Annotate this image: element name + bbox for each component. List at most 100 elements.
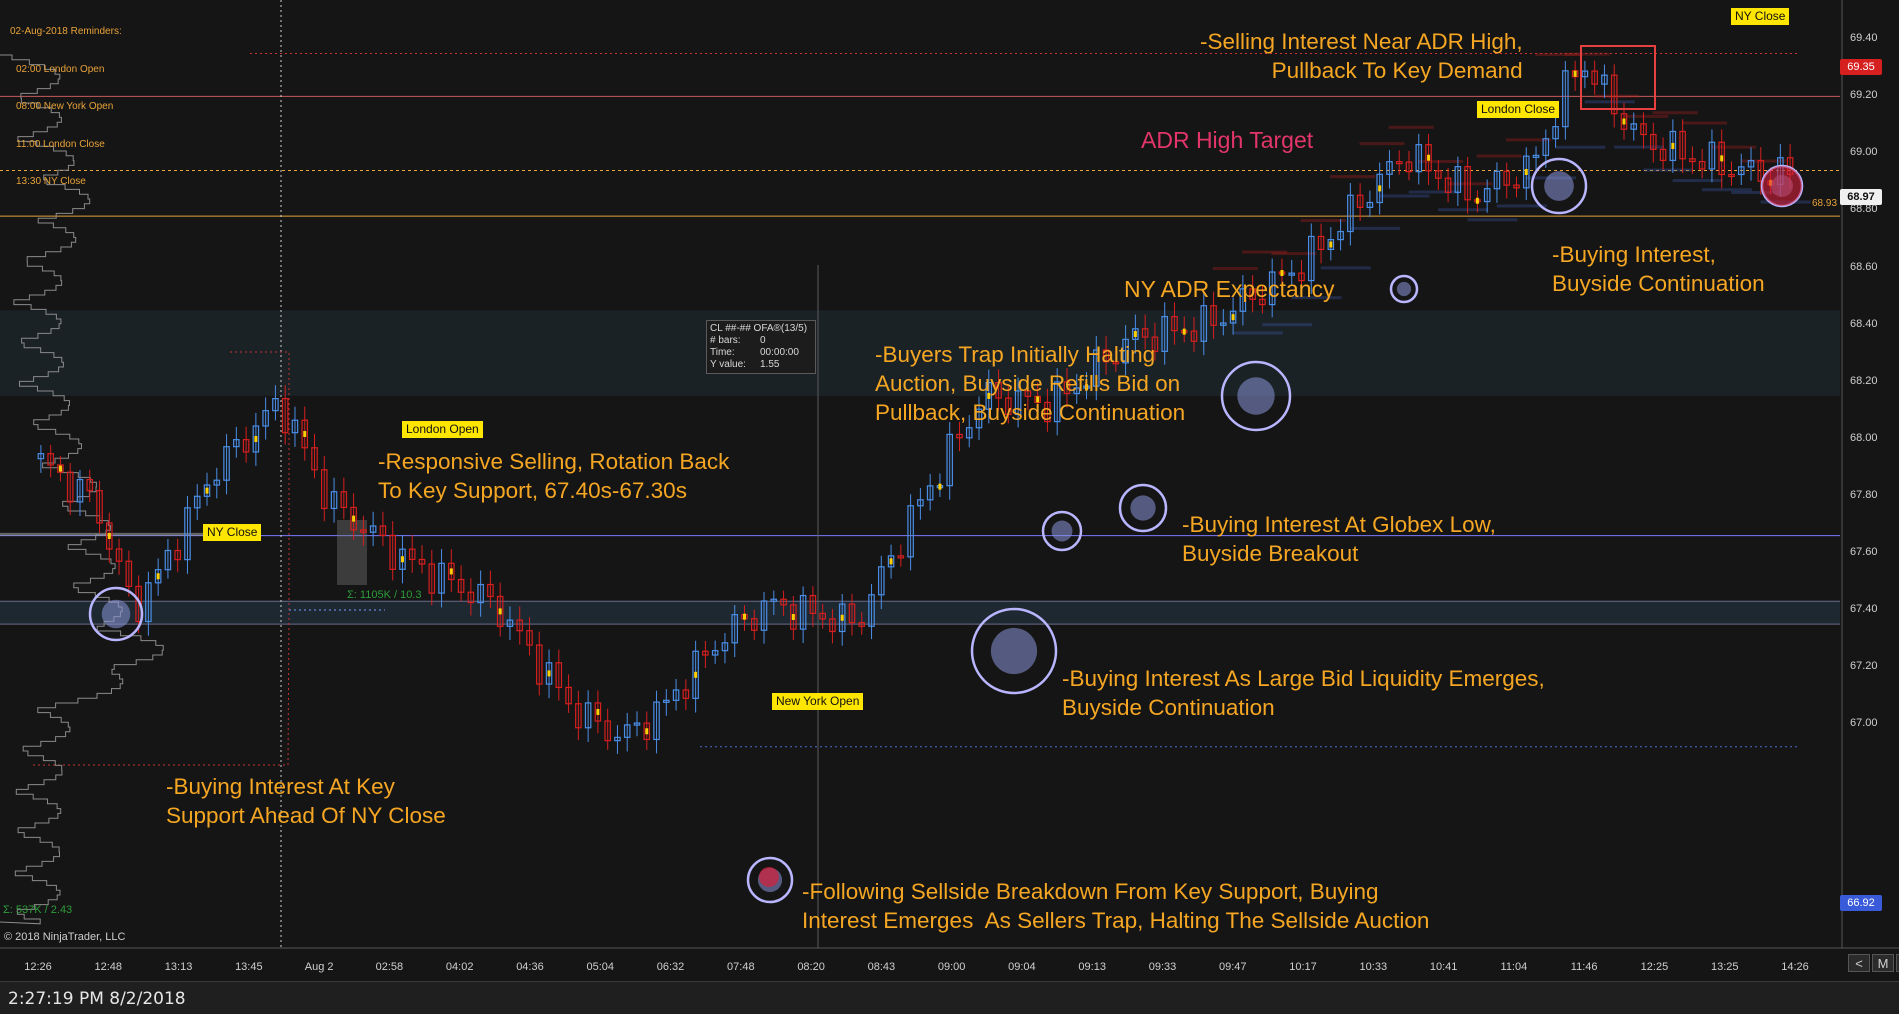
candle-body: [1610, 74, 1618, 115]
candle-marker: [742, 613, 746, 620]
time-tick-label: 13:13: [164, 961, 193, 973]
data-box-key: Y value:: [710, 359, 746, 370]
candle-body: [1620, 113, 1628, 130]
liquidity-bid: [1408, 190, 1459, 194]
liquidity-ask: [1418, 159, 1464, 163]
mode-button[interactable]: M: [1872, 954, 1894, 972]
reminder-item: 08:00 New York Open: [16, 101, 114, 112]
candle: [692, 640, 699, 713]
candle-marker: [1280, 270, 1284, 277]
price-chart[interactable]: [0, 0, 1899, 981]
candle-marker: [596, 708, 600, 715]
candle-body: [1386, 161, 1393, 175]
axes: [0, 0, 1899, 949]
profile-total-label: Σ: 537K / 2.43: [3, 904, 73, 916]
candle-body: [106, 522, 113, 550]
candle: [379, 511, 387, 547]
candle-marker: [987, 392, 991, 399]
candle: [878, 555, 885, 610]
candle: [887, 544, 895, 579]
candle: [360, 515, 367, 546]
candle: [663, 689, 670, 716]
price-tick-label: 69.40: [1850, 32, 1878, 45]
candle: [594, 690, 602, 734]
candle-body: [1268, 271, 1276, 306]
time-tick-label: 04:36: [516, 961, 544, 973]
highlight-fill: [1130, 495, 1156, 521]
price-tick-label: 68.00: [1850, 431, 1878, 444]
candle-body: [66, 471, 74, 503]
candle: [1640, 112, 1647, 149]
candle-body: [731, 614, 739, 644]
price-tick-label: 67.40: [1850, 602, 1878, 615]
candle-marker: [1231, 314, 1235, 321]
candle-body: [1395, 161, 1403, 165]
highlight-circle: [746, 856, 794, 904]
highlight-fill: [1051, 520, 1073, 542]
candle-body: [1591, 70, 1598, 85]
candle: [780, 590, 787, 616]
candle-body: [516, 619, 524, 632]
candle: [115, 538, 123, 575]
candle-body: [320, 469, 328, 510]
candle: [868, 584, 875, 640]
time-tick-label: 11:04: [1500, 961, 1528, 973]
candle-body: [1141, 328, 1149, 338]
candle: [1513, 176, 1520, 198]
candle-body: [1053, 381, 1061, 423]
candle: [1464, 156, 1471, 214]
scroll-next-button[interactable]: >: [1896, 954, 1899, 972]
candle-body: [1132, 328, 1139, 340]
candle: [721, 632, 729, 664]
candle-body: [311, 447, 318, 471]
candle-marker: [1622, 118, 1626, 125]
candle-body: [487, 583, 494, 598]
candle: [711, 640, 719, 664]
time-tick-label: 12:25: [1640, 961, 1669, 973]
price-tick-label: 69.00: [1850, 146, 1878, 159]
candle-marker: [1671, 142, 1675, 149]
candle-body: [907, 505, 914, 558]
candle-body: [878, 566, 885, 596]
highlight-fill: [1762, 166, 1802, 206]
candle: [1689, 146, 1696, 174]
candle-body: [663, 699, 670, 703]
candle: [1200, 291, 1208, 356]
candle: [86, 469, 94, 502]
candle: [897, 544, 905, 567]
candle-body: [1366, 201, 1374, 208]
liquidity-bid: [1379, 194, 1430, 198]
candle-body: [242, 439, 250, 453]
candle-body: [301, 419, 309, 449]
level-lines: [0, 0, 1840, 948]
data-box-row: Y value: 1.55: [710, 359, 812, 371]
candle: [1435, 160, 1442, 190]
candle: [330, 477, 338, 523]
annotation-responsive-selling: -Responsive Selling, Rotation Back To Ke…: [378, 449, 730, 503]
candle: [496, 582, 504, 637]
scroll-prev-button[interactable]: <: [1848, 954, 1870, 972]
liquidity-bid: [1350, 226, 1401, 230]
liquidity-bid: [1467, 218, 1518, 222]
candle-marker: [303, 430, 307, 437]
candle-body: [1298, 272, 1305, 282]
candle: [281, 385, 289, 445]
candle-body: [633, 722, 641, 726]
candle: [516, 606, 524, 645]
candle: [965, 415, 973, 448]
candle-marker: [156, 573, 160, 580]
ny-close-tag: NY Close: [203, 524, 262, 541]
volume-profile-outline: [0, 54, 164, 925]
candle-body: [477, 583, 484, 604]
candle-body: [594, 702, 602, 722]
candle-body: [780, 598, 787, 606]
candle-body: [1317, 235, 1325, 251]
candle-body: [1014, 390, 1022, 416]
candle-body: [1073, 387, 1081, 395]
candle: [125, 550, 133, 597]
candle: [457, 565, 465, 602]
annotation-sellside-breakdown: -Following Sellside Breakdown From Key S…: [802, 879, 1430, 933]
candle-body: [1552, 126, 1559, 140]
candle: [1474, 190, 1481, 213]
candle-marker: [1085, 384, 1089, 391]
